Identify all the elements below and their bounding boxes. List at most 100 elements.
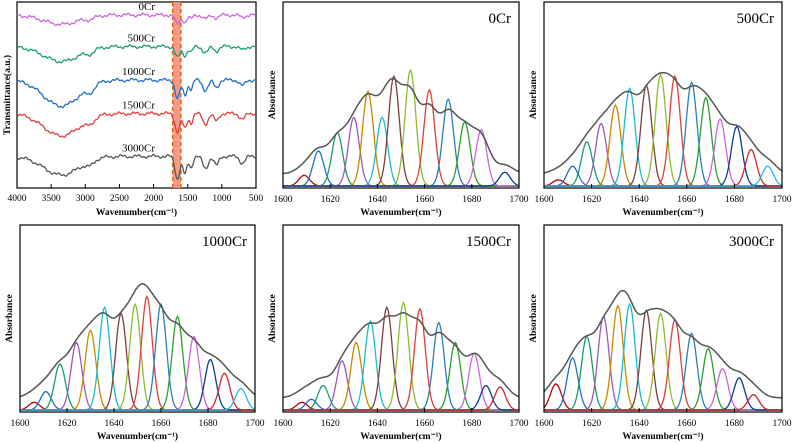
envelope-curve [543, 71, 783, 174]
x-axis-label: Wavenumber(cm⁻¹) [360, 431, 441, 442]
deconvolution-panel: 500Cr 1600 1620 1640 1660 1680 1700 Wavenumber(… [529, 1, 792, 218]
x-tick-label: 1680 [462, 195, 481, 205]
x-tick-label: 1600 [11, 419, 30, 429]
ftir-y-axis-label: Transmittance(a.u.) [2, 55, 13, 135]
x-tick-label: 1660 [415, 195, 434, 205]
ftir-series-line [16, 111, 257, 139]
ftir-axes-frame [16, 1, 257, 189]
deconvolution-panel: 1500Cr 1600 1620 1640 1660 1680 1700 Wavenumber… [268, 224, 529, 442]
y-axis-label: Absorbance [5, 294, 15, 343]
subpeak-curve [20, 302, 255, 411]
panel-title: 3000Cr [729, 234, 774, 250]
ftir-series-label: 0Cr [139, 1, 156, 13]
subpeak-curve [283, 74, 519, 187]
x-tick-label: 1640 [630, 195, 649, 205]
subpeak-curve [283, 174, 519, 187]
ftir-series-line [16, 77, 257, 109]
x-tick-label: 1680 [462, 419, 481, 429]
panel-title: 1500Cr [466, 234, 511, 250]
deconvolution-panel: 0Cr 1600 1620 1640 1660 1680 1700 Wavenumber(cm… [268, 1, 529, 218]
subpeak-curve [283, 398, 519, 411]
ftir-series-label: 500Cr [128, 33, 156, 45]
ftir-x-tick-label: 1500 [178, 194, 197, 204]
ftir-x-tick-label: 3000 [76, 194, 95, 204]
panel-axes-frame [282, 224, 520, 413]
envelope-curve [19, 283, 256, 398]
x-tick-label: 1660 [677, 419, 696, 429]
x-tick-label: 1700 [773, 419, 792, 429]
x-tick-label: 1620 [58, 419, 77, 429]
ftir-series-line [16, 44, 257, 64]
envelope-curve [543, 289, 782, 399]
x-tick-label: 1700 [773, 195, 792, 205]
subpeak-curve [544, 332, 782, 411]
ftir-x-tick-label: 4000 [8, 194, 27, 204]
x-tick-label: 1660 [677, 195, 696, 205]
x-tick-label: 1660 [415, 419, 434, 429]
subpeak-curve [20, 315, 255, 411]
subpeak-curve [20, 302, 255, 411]
x-tick-label: 1640 [105, 419, 124, 429]
panel-axes-frame [19, 224, 256, 413]
x-tick-label: 1620 [582, 195, 601, 205]
y-axis-label: Absorbance [529, 71, 539, 120]
ftir-series-line [16, 12, 257, 27]
subpeak-curve [283, 341, 519, 411]
x-tick-label: 1600 [535, 195, 554, 205]
ftir-panel: 0Cr 500Cr 1000Cr 1500Cr 3000Cr 4000 3500 3000 25… [2, 1, 263, 218]
subpeak-curve [283, 120, 519, 187]
x-tick-label: 1620 [321, 419, 340, 429]
ftir-x-axis-label: Wavenumber(cm⁻¹) [96, 207, 177, 218]
x-tick-label: 1640 [368, 419, 387, 429]
ftir-series-label: 1500Cr [122, 100, 155, 112]
subpeak-curve [544, 165, 783, 187]
deconvolution-panel: 1000Cr 1600 1620 1640 1660 1680 1700 Wavenumber… [5, 224, 265, 442]
subpeak-curve [283, 171, 520, 187]
ftir-x-tick-label: 2000 [144, 194, 163, 204]
x-axis-label: Wavenumber(cm⁻¹) [622, 207, 703, 218]
deconvolution-panel: 3000Cr 1600 1620 1640 1660 1680 1700 Wavenumber… [529, 224, 792, 442]
subpeak-curve [283, 386, 519, 411]
y-axis-label: Absorbance [529, 294, 539, 343]
x-tick-label: 1700 [510, 419, 529, 429]
panel-title: 0Cr [489, 11, 512, 27]
subpeak-curve [283, 116, 519, 187]
x-tick-label: 1600 [535, 419, 554, 429]
panel-title: 1000Cr [202, 234, 247, 250]
subpeak-curve [20, 311, 255, 411]
subpeak-curve [283, 68, 519, 187]
subpeak-curve [544, 394, 782, 411]
subpeak-curve [283, 341, 519, 411]
ftir-x-tick-label: 1000 [212, 194, 231, 204]
panel-title: 500Cr [737, 11, 775, 27]
ftir-x-tick-label: 2500 [110, 194, 129, 204]
highlight-band [172, 2, 181, 188]
panel-axes-frame [543, 1, 783, 189]
x-tick-label: 1660 [152, 419, 171, 429]
subpeak-curve [283, 359, 519, 411]
x-tick-label: 1640 [630, 419, 649, 429]
panel-axes-frame [543, 224, 783, 413]
x-tick-label: 1680 [725, 195, 744, 205]
x-tick-label: 1640 [368, 195, 387, 205]
subpeak-curve [20, 387, 256, 411]
x-tick-label: 1680 [725, 419, 744, 429]
x-tick-label: 1600 [274, 419, 293, 429]
panel-axes-frame [282, 1, 520, 189]
envelope-curve [282, 312, 520, 399]
x-tick-label: 1700 [246, 419, 265, 429]
x-tick-label: 1680 [199, 419, 218, 429]
ftir-series-label: 3000Cr [122, 142, 155, 154]
subpeak-curve [20, 305, 255, 411]
x-tick-label: 1620 [582, 419, 601, 429]
ftir-series-label: 1000Cr [122, 66, 155, 78]
x-tick-label: 1700 [510, 195, 529, 205]
x-axis-label: Wavenumber(cm⁻¹) [360, 207, 441, 218]
x-tick-label: 1620 [321, 195, 340, 205]
y-axis-label: Absorbance [268, 71, 278, 120]
x-axis-label: Wavenumber(cm⁻¹) [622, 431, 703, 442]
envelope-curve [282, 77, 520, 175]
y-axis-label: Absorbance [268, 294, 278, 343]
ftir-x-tick-label: 3500 [42, 194, 61, 204]
